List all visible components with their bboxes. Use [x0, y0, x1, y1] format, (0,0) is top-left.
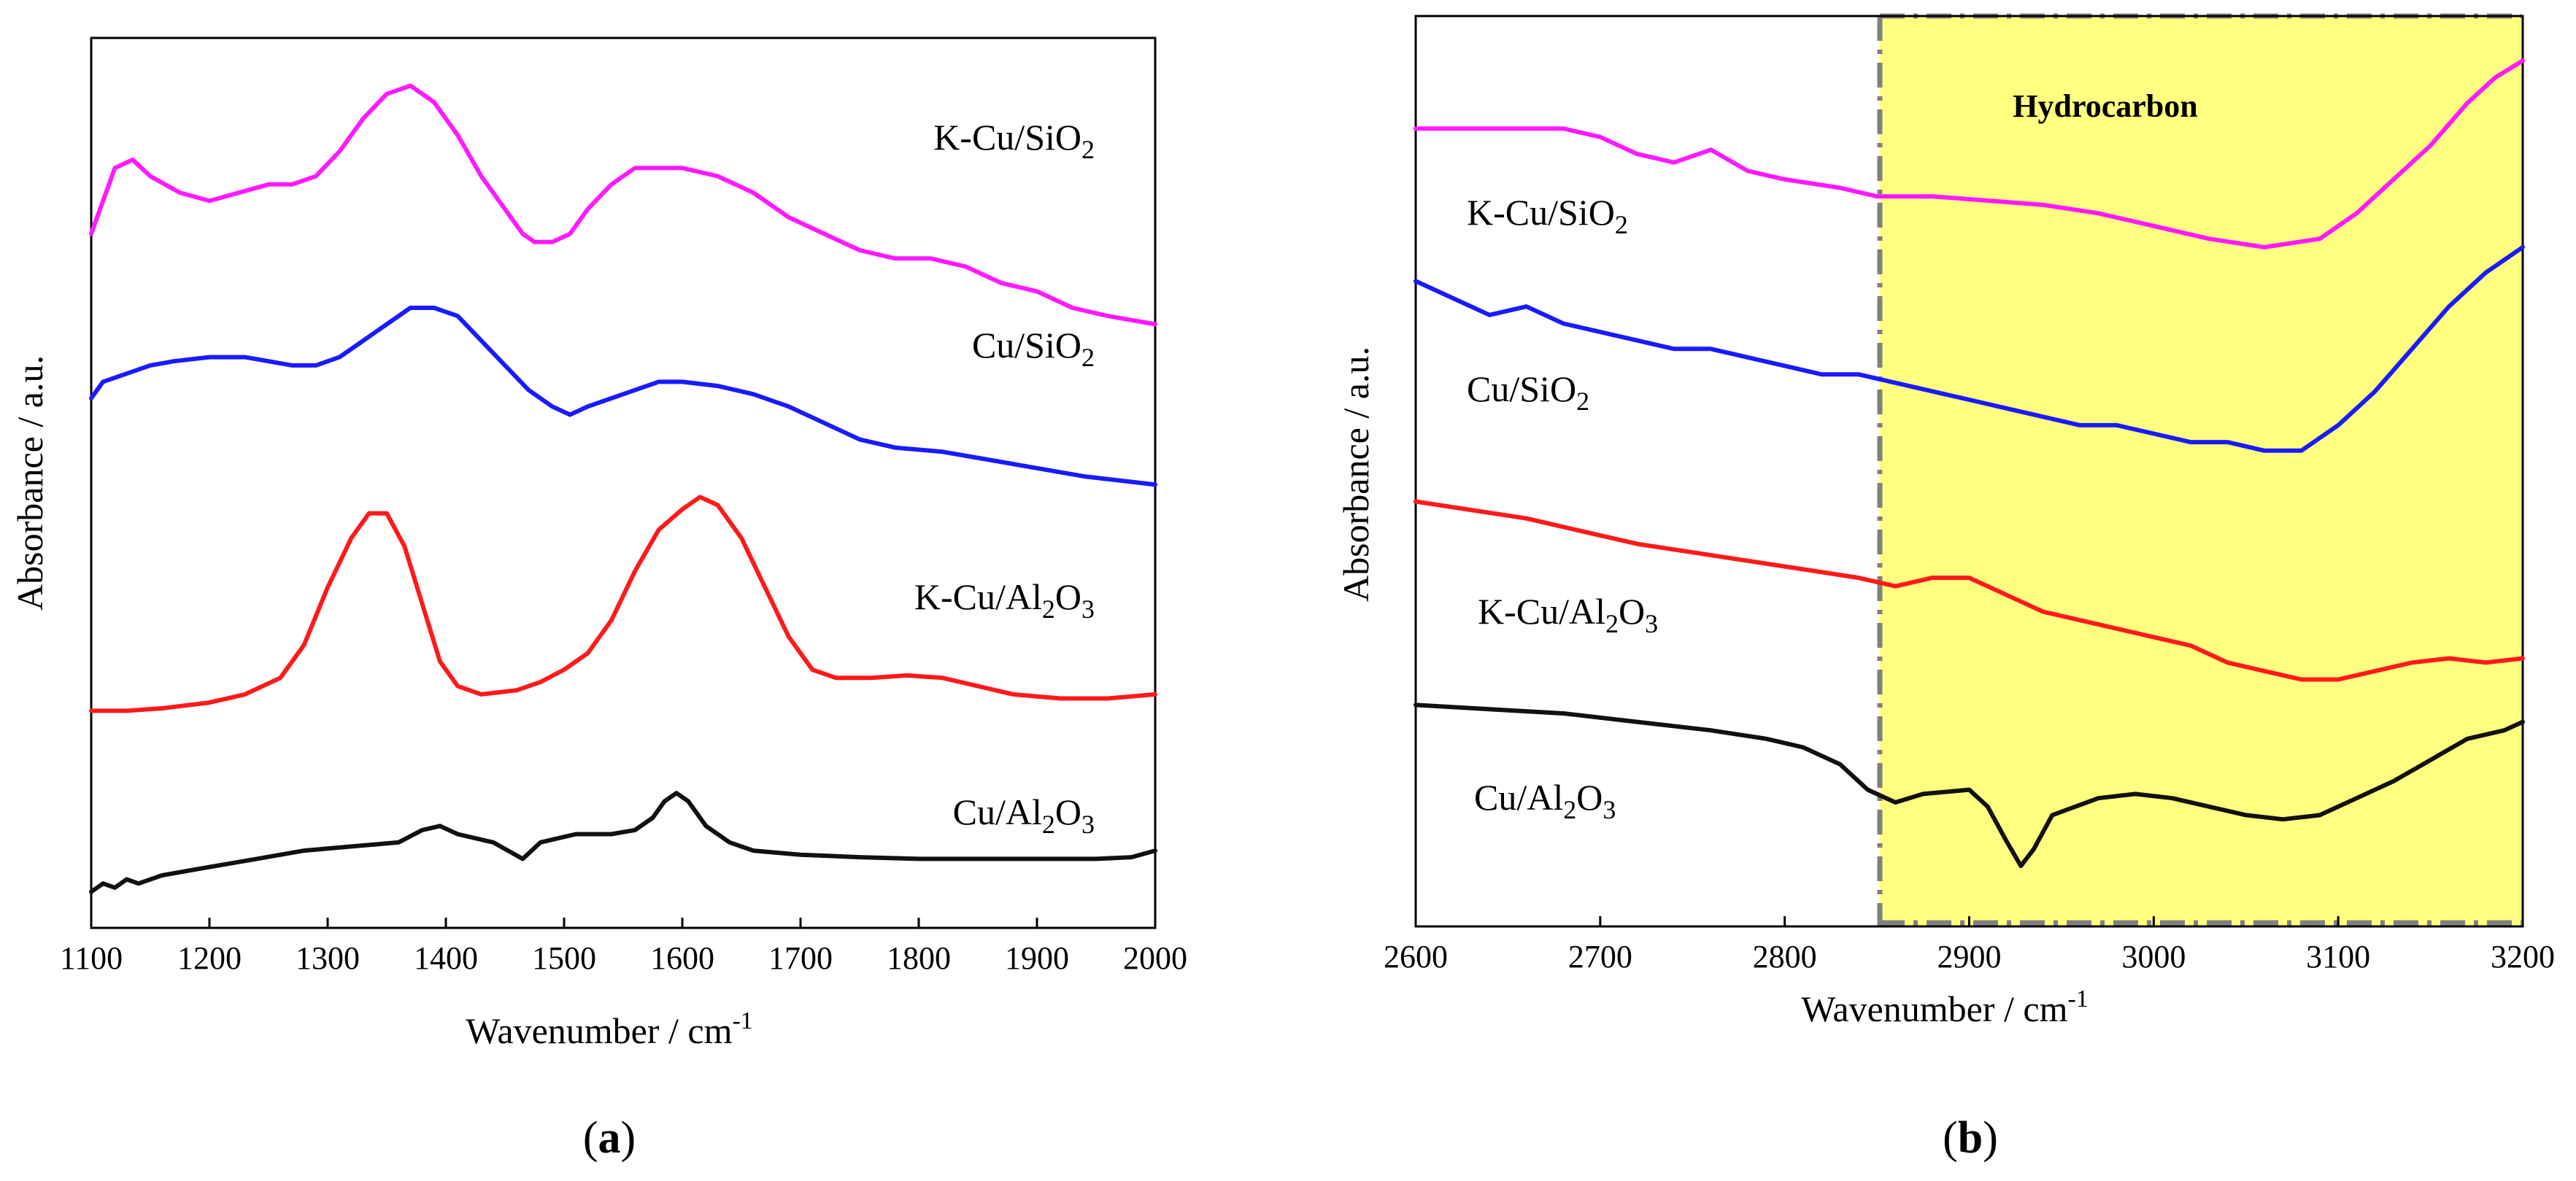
series-label-k-cu-al2o3-a: K-Cu/Al2O3: [914, 576, 1095, 624]
x-tick-label-a-1100: 1100: [60, 940, 123, 976]
series-line-b-cu-sio2: [1414, 244, 2525, 453]
chart-panel-a: 1100 1200 1300 1400 1500 1600 1700 1800 1900 2000…: [9, 36, 1187, 1163]
x-tick-label-b-2600: 2600: [1384, 939, 1448, 975]
y-axis-title-b: Absorbance / a.u.: [1335, 346, 1376, 602]
hydrocarbon-label: Hydrocarbon: [2013, 88, 2197, 124]
panel-label-a: (a): [583, 1113, 636, 1163]
x-axis-ticks-b: 2600 2700 2800 2900 3000 3100 3200: [1384, 916, 2555, 975]
x-tick-label-b-2700: 2700: [1568, 939, 1632, 975]
series-label-k-cu-sio2-b: K-Cu/SiO2: [1467, 192, 1628, 239]
x-tick-label-a-1500: 1500: [532, 940, 596, 976]
series-label-cu-sio2-a: Cu/SiO2: [972, 325, 1095, 372]
x-tick-label-a-1900: 1900: [1005, 940, 1069, 976]
x-tick-label-a-1300: 1300: [296, 940, 360, 976]
series-line-a-cu-sio2: [89, 306, 1157, 487]
series-line-b-k-cu-sio2: [1414, 58, 2525, 249]
x-tick-label-a-1700: 1700: [768, 940, 833, 976]
panel-label-b: (b): [1943, 1113, 1998, 1163]
x-tick-label-a-2000: 2000: [1123, 940, 1187, 976]
series-line-a-k-cu-sio2: [89, 83, 1157, 327]
series-label-k-cu-al2o3-b: K-Cu/Al2O3: [1478, 591, 1658, 638]
series-line-b-k-cu-al2o3: [1414, 499, 2525, 682]
x-tick-label-a-1800: 1800: [887, 940, 951, 976]
series-line-a-k-cu-al2o3: [89, 495, 1157, 713]
x-tick-label-b-2800: 2800: [1753, 939, 1817, 975]
x-tick-label-a-1600: 1600: [650, 940, 714, 976]
series-label-cu-al2o3-b: Cu/Al2O3: [1474, 777, 1616, 824]
series-lines-a: [89, 83, 1157, 894]
x-axis-title-b: Wavenumber / cm-1: [1801, 986, 2089, 1029]
x-tick-label-b-3000: 3000: [2121, 939, 2186, 975]
series-lines-b: [1414, 58, 2525, 869]
x-tick-label-b-2900: 2900: [1937, 939, 2002, 975]
x-axis-title-a: Wavenumber / cm-1: [466, 1007, 753, 1051]
x-tick-label-a-1200: 1200: [177, 940, 242, 976]
x-axis-ticks-a: 1100 1200 1300 1400 1500 1600 1700 1800 1900 2000: [60, 918, 1187, 976]
x-tick-label-a-1400: 1400: [414, 940, 478, 976]
series-label-k-cu-sio2-a: K-Cu/SiO2: [933, 117, 1095, 164]
series-line-a-cu-al2o3: [89, 791, 1157, 894]
series-line-b-cu-al2o3: [1414, 702, 2525, 869]
series-label-cu-al2o3-a: Cu/Al2O3: [953, 791, 1095, 839]
y-axis-title-a: Absorbance / a.u.: [9, 355, 50, 611]
x-tick-label-b-3100: 3100: [2306, 939, 2370, 975]
hydrocarbon-region: [1880, 16, 2522, 926]
x-tick-label-b-3200: 3200: [2491, 939, 2555, 975]
chart-panel-b: 2600 2700 2800 2900 3000 3100 3200 Hydrocarbon…: [1335, 13, 2555, 1163]
series-label-cu-sio2-b: Cu/SiO2: [1467, 368, 1589, 416]
